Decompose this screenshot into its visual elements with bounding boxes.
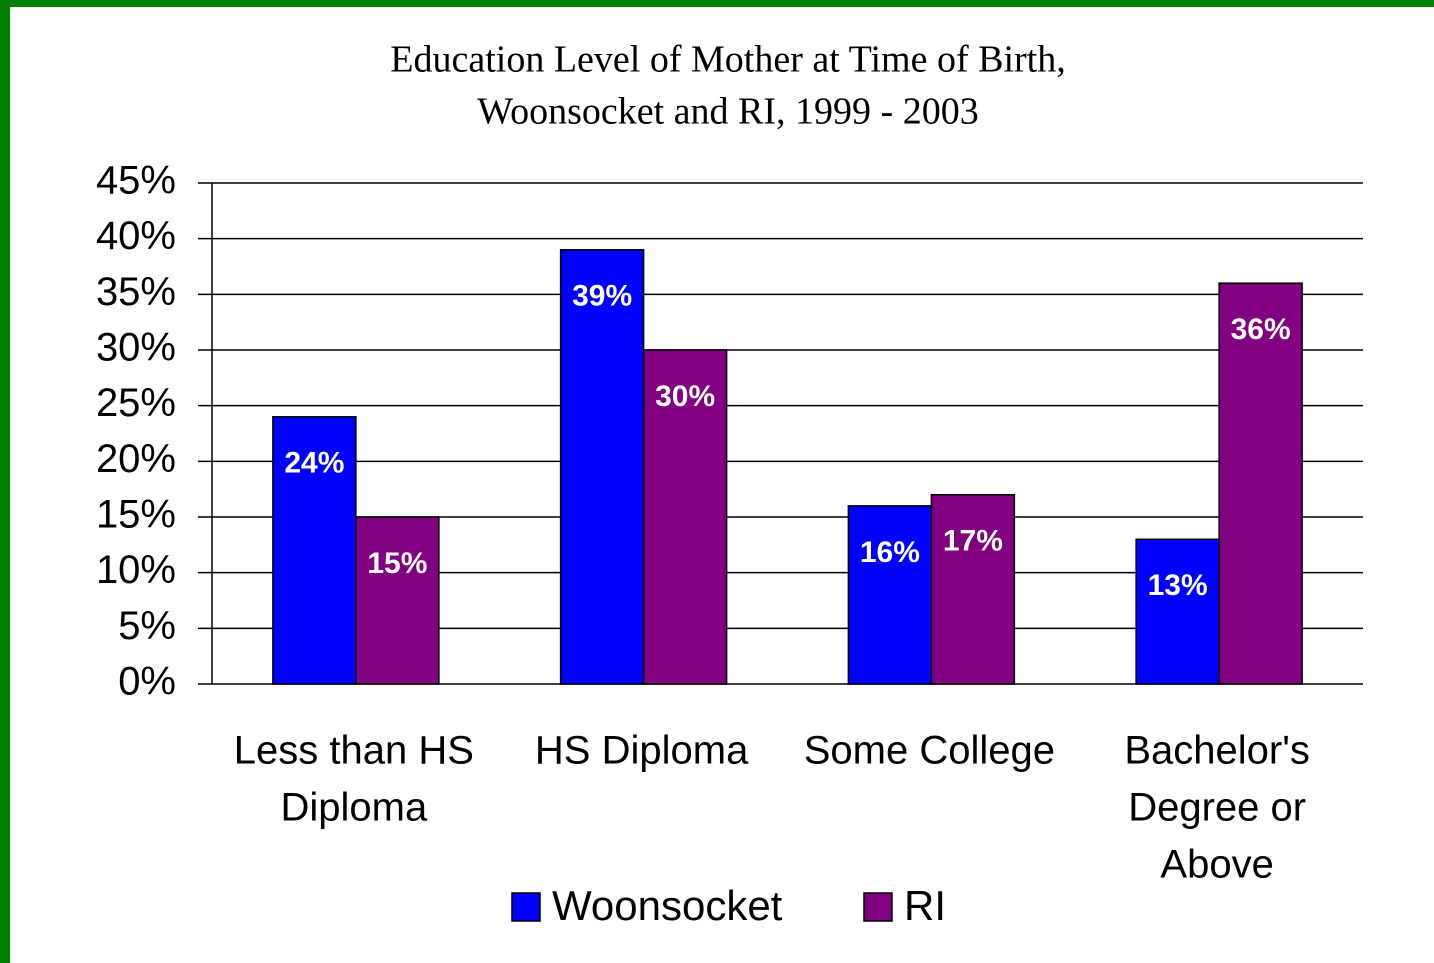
x-tick-label: Diploma — [281, 786, 428, 830]
value-label: 16% — [860, 536, 920, 569]
legend-label: Woonsocket — [552, 882, 783, 929]
x-tick-label: HS Diploma — [535, 729, 749, 773]
y-tick-label: 20% — [96, 437, 176, 481]
bar — [559, 249, 645, 685]
y-tick-label: 15% — [96, 493, 176, 537]
bar — [1218, 282, 1303, 685]
bar — [930, 493, 1016, 685]
y-tick-label: 40% — [96, 214, 176, 258]
value-label: 24% — [284, 447, 344, 480]
bar — [1135, 538, 1220, 685]
chart-title: Education Level of Mother at Time of Bir… — [390, 39, 1065, 81]
y-tick-label: 25% — [96, 381, 176, 425]
x-tick-label: Above — [1160, 843, 1273, 887]
y-tick-label: 10% — [96, 548, 176, 592]
x-tick-label: Bachelor's — [1124, 729, 1310, 773]
y-tick-label: 0% — [118, 660, 176, 704]
frame-top — [0, 0, 1434, 7]
bar — [847, 505, 933, 685]
value-label: 36% — [1231, 313, 1291, 346]
legend-label: RI — [904, 882, 946, 929]
bar — [355, 516, 440, 685]
y-tick-label: 30% — [96, 326, 176, 370]
x-tick-label: Degree or — [1128, 786, 1306, 830]
y-tick-label: 45% — [96, 159, 176, 203]
chart-title: Woonsocket and RI, 1999 - 2003 — [477, 91, 978, 133]
y-tick-label: 35% — [96, 270, 176, 314]
value-label: 15% — [367, 547, 427, 580]
frame-left — [0, 0, 10, 963]
y-tick-label: 5% — [118, 604, 176, 648]
legend-swatch — [511, 892, 541, 922]
value-label: 13% — [1148, 569, 1208, 602]
x-tick-label: Less than HS — [234, 729, 474, 773]
legend-swatch — [863, 892, 893, 922]
value-label: 30% — [655, 380, 715, 413]
value-label: 39% — [572, 280, 632, 313]
x-tick-label: Some College — [804, 729, 1055, 773]
bar — [642, 349, 728, 685]
value-label: 17% — [943, 525, 1003, 558]
